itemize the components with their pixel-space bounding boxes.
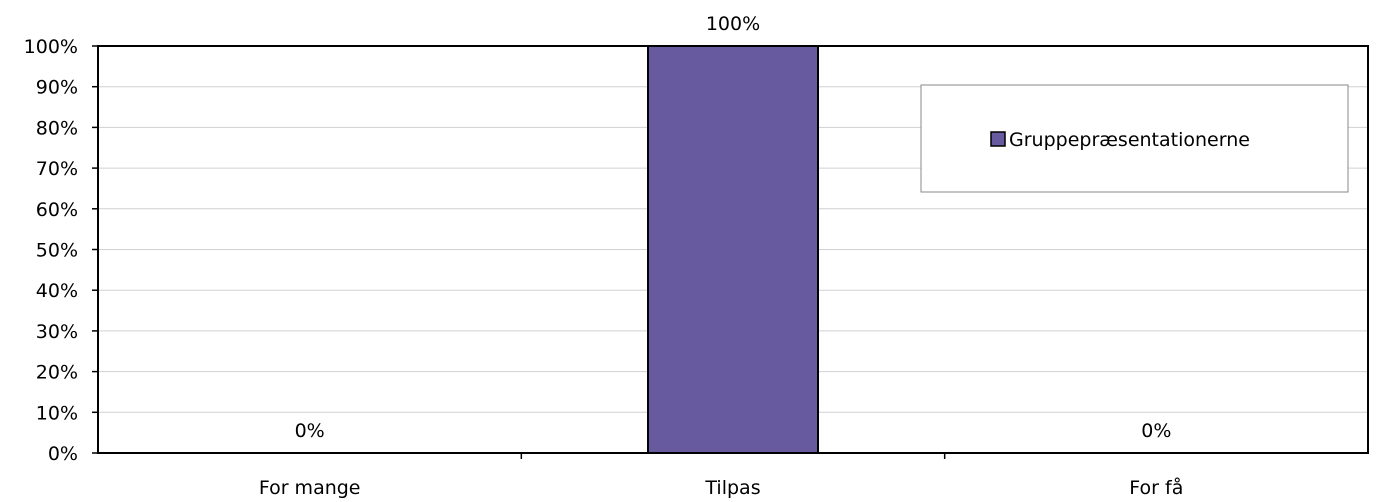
x-axis-labels: For mange Tilpas For få	[259, 476, 1184, 499]
y-tick-label: 30%	[36, 321, 78, 343]
y-tick-label: 20%	[36, 362, 78, 384]
y-tick-label: 0%	[48, 443, 78, 465]
x-category-label: For få	[1129, 476, 1183, 499]
x-category-label: Tilpas	[704, 477, 760, 499]
y-tick-label: 10%	[36, 402, 78, 424]
bars	[647, 45, 819, 454]
y-tick-label: 40%	[36, 280, 78, 302]
x-category-label: For mange	[259, 477, 361, 499]
legend-swatch	[990, 131, 1006, 147]
y-tick-label: 50%	[36, 240, 78, 262]
y-tick-label: 60%	[36, 199, 78, 221]
legend: Gruppepræsentationerne	[920, 84, 1349, 193]
data-labels: 0% 100% 0%	[295, 13, 1172, 442]
y-axis-ticks: 0% 10% 20% 30% 40% 50% 60% 70% 80% 90% 100%	[24, 36, 946, 465]
data-label: 0%	[1141, 420, 1171, 442]
y-tick-label: 100%	[24, 36, 78, 58]
y-tick-label: 90%	[36, 77, 78, 99]
y-tick-label: 80%	[36, 117, 78, 139]
y-tick-label: 70%	[36, 158, 78, 180]
legend-label: Gruppepræsentationerne	[1009, 129, 1250, 151]
bar	[647, 45, 819, 454]
data-label: 100%	[706, 13, 760, 35]
data-label: 0%	[295, 420, 325, 442]
